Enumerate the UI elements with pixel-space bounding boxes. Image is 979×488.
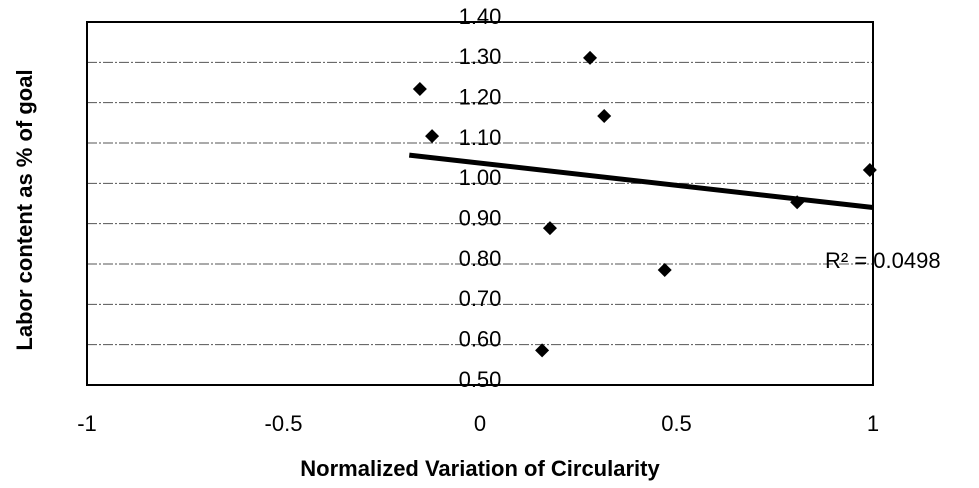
annotation: R² = 0.0498	[825, 248, 941, 273]
x-tick-label: 0	[474, 411, 486, 436]
plot-frame	[86, 21, 874, 386]
x-tick-label: 0.5	[661, 411, 692, 436]
point	[542, 221, 557, 236]
y-tick-label: 1.00	[459, 165, 502, 190]
y-tick-label: 0.50	[459, 367, 502, 392]
y-tick-label: 1.20	[459, 84, 502, 109]
point	[862, 163, 877, 178]
x-axis-title: Normalized Variation of Circularity	[300, 456, 660, 481]
y-tick-label: 1.30	[459, 44, 502, 69]
y-tick-label: 0.80	[459, 246, 502, 271]
point	[583, 50, 598, 65]
x-tick-label: 1	[867, 411, 879, 436]
y-tick-label: 0.90	[459, 205, 502, 230]
y-tick-label: 0.60	[459, 326, 502, 351]
point	[597, 108, 612, 123]
x-tick-label: -0.5	[265, 411, 303, 436]
y-tick-label: 1.40	[459, 4, 502, 29]
point	[425, 129, 440, 144]
trendline	[408, 152, 874, 211]
point	[412, 81, 427, 96]
x-tick-label: -1	[77, 411, 97, 436]
point	[535, 343, 550, 358]
y-axis-title: Labor content as % of goal	[12, 69, 37, 350]
point	[657, 263, 672, 278]
y-tick-label: 1.10	[459, 125, 502, 150]
y-tick-label: 0.70	[459, 286, 502, 311]
